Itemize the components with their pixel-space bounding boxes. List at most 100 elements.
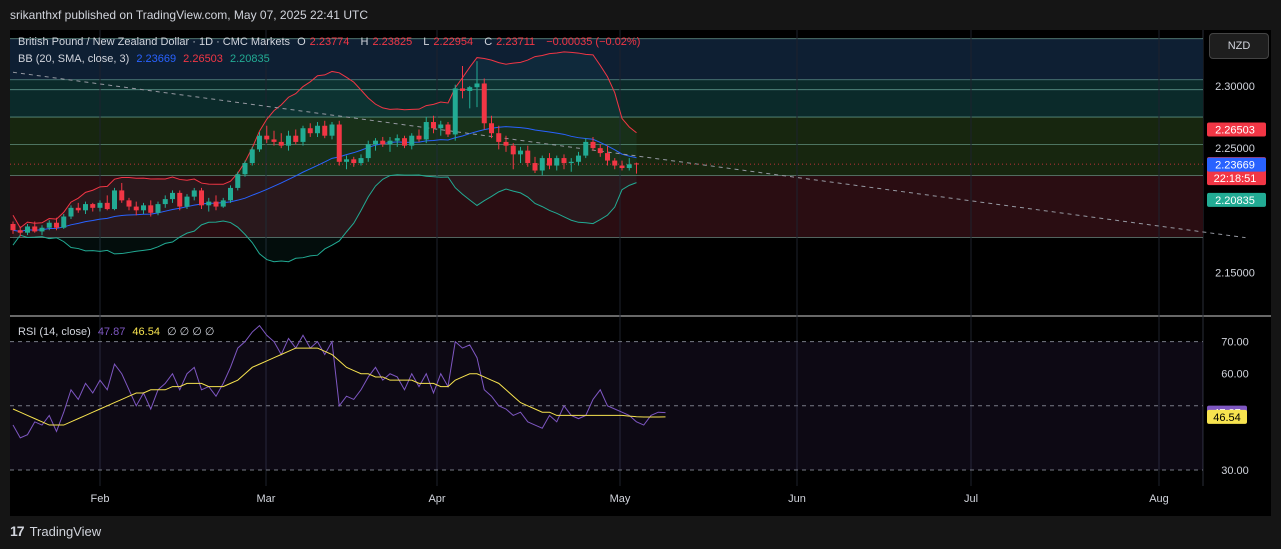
candle-body: [452, 88, 458, 135]
bb-lower-value: 2.20835: [229, 53, 270, 65]
candle-body: [605, 153, 610, 161]
candle-body: [583, 141, 589, 156]
candle-body: [387, 140, 393, 145]
price-zone-0: [10, 38, 1203, 80]
currency-selector-button[interactable]: NZD: [1209, 33, 1269, 59]
candle-body: [126, 200, 132, 207]
candle-body: [220, 200, 226, 207]
candle-body: [97, 202, 103, 208]
price-tag-bg: [1207, 192, 1266, 207]
candle-body: [474, 83, 480, 88]
x-tick-apr: Apr: [428, 493, 445, 505]
candle-body: [170, 192, 175, 200]
bb-band-fill: [13, 51, 637, 262]
candle-body: [496, 133, 502, 142]
candle-body: [576, 155, 581, 162]
candle-body: [365, 144, 371, 159]
candle-body: [61, 216, 67, 228]
price-tag-bg: [1207, 122, 1266, 137]
candle-body: [293, 135, 299, 142]
candle-body: [191, 190, 197, 197]
candle-body: [510, 145, 516, 155]
candle-body: [344, 159, 349, 162]
candle-body: [612, 160, 618, 166]
bb-label: BB (20, SMA, close, 3): [18, 53, 130, 65]
candle-body: [423, 122, 429, 140]
candle-body: [148, 205, 154, 213]
candle-body: [90, 204, 96, 208]
rsi-value: 47.87: [97, 326, 126, 338]
bb-upper-line: [12, 51, 637, 229]
rsi-extra-values: ∅ ∅ ∅ ∅: [167, 326, 215, 338]
candle-body: [39, 227, 45, 232]
rsi-ma-line: [12, 347, 666, 426]
candle-body: [554, 158, 560, 166]
rsi-y-tick-30.00: 30.00: [1221, 465, 1249, 477]
candle-body: [104, 202, 110, 210]
candle-body: [351, 159, 357, 164]
candle-body: [184, 196, 190, 207]
x-tick-jun: Jun: [788, 493, 806, 505]
candle-body: [286, 135, 291, 146]
candle-body: [416, 135, 422, 140]
candle-body: [25, 226, 30, 233]
price-tag-countdown: 22:18:51: [1214, 173, 1257, 185]
candle-body: [249, 149, 255, 164]
rsi-tag-label: 46.54: [1213, 412, 1241, 424]
ohlc-change: −0.00035 (−0.02%): [546, 36, 641, 48]
candle-body: [394, 138, 400, 141]
candle-body: [46, 222, 52, 228]
candle-body: [10, 223, 16, 231]
footer-brand[interactable]: 17 TradingView: [10, 523, 101, 539]
candle-body: [68, 207, 74, 217]
candle-body: [619, 165, 625, 169]
symbol-legend[interactable]: British Pound / New Zealand Dollar · 1D …: [18, 36, 644, 48]
candle-body: [590, 141, 596, 149]
candle-body: [300, 128, 306, 142]
bb-basis-line: [12, 126, 637, 232]
price-zone-1: [10, 79, 1203, 118]
candle-body: [561, 158, 567, 164]
rsi-legend[interactable]: RSI (14, close) 47.87 46.54 ∅ ∅ ∅ ∅: [18, 325, 219, 338]
price-tag-bg: [1207, 157, 1266, 172]
candle-body: [32, 226, 38, 232]
candle-body: [155, 204, 161, 213]
ohlc-low: L 2.22954: [423, 36, 474, 48]
candle-body: [177, 192, 183, 207]
rsi-y-tick-60.00: 60.00: [1221, 369, 1249, 381]
rsi-label: RSI (14, close): [18, 326, 91, 338]
candle-body: [141, 205, 146, 211]
bb-legend[interactable]: BB (20, SMA, close, 3) 2.23669 2.26503 2…: [18, 53, 274, 65]
candle-body: [460, 88, 465, 91]
candle-body: [235, 174, 241, 188]
candle-body: [597, 148, 603, 154]
y-tick-2.25000: 2.25000: [1215, 143, 1255, 155]
candle-body: [532, 163, 538, 171]
candle-body: [17, 230, 23, 233]
candle-body: [228, 187, 233, 201]
candle-body: [162, 199, 168, 205]
candle-body: [264, 135, 270, 140]
price-tag-label: 2.20835: [1215, 195, 1255, 207]
candle-body: [547, 158, 552, 166]
candle-body: [54, 222, 59, 228]
symbol-title: British Pound / New Zealand Dollar · 1D …: [18, 36, 291, 48]
bb-basis-value: 2.23669: [136, 53, 177, 65]
candle-body: [438, 124, 444, 129]
y-tick-2.30000: 2.30000: [1215, 81, 1255, 93]
candle-body: [467, 87, 473, 91]
candle-body: [199, 190, 204, 206]
candle-body: [213, 201, 219, 207]
x-tick-jul: Jul: [964, 493, 978, 505]
candle-body: [75, 207, 81, 211]
x-tick-mar: Mar: [257, 493, 276, 505]
x-tick-aug: Aug: [1149, 493, 1169, 505]
ohlc-close: C 2.23711: [484, 36, 536, 48]
rsi-y-tick-70.00: 70.00: [1221, 337, 1249, 349]
candle-body: [271, 139, 277, 142]
bb-upper-value: 2.26503: [183, 53, 223, 65]
candle-body: [380, 140, 386, 145]
candle-body: [402, 138, 407, 146]
candle-body: [206, 201, 212, 206]
